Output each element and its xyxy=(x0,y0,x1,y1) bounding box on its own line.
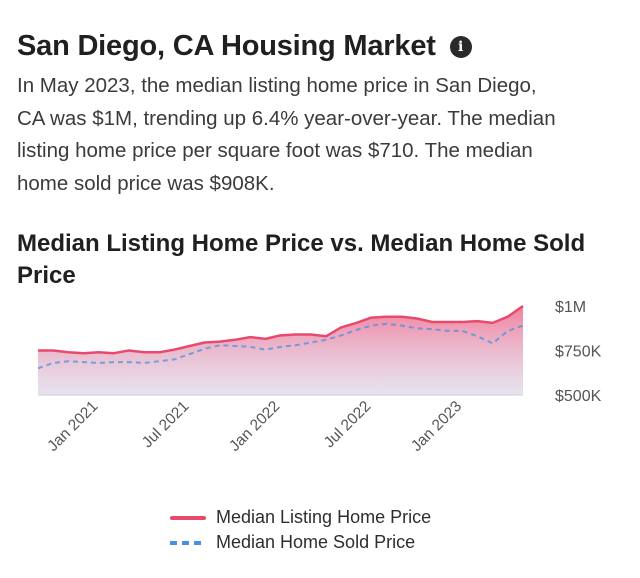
page-title: San Diego, CA Housing Market xyxy=(17,30,436,62)
x-tick-label: Jul 2021 xyxy=(139,398,192,451)
listing-area xyxy=(38,306,523,395)
legend-item-sold[interactable]: Median Home Sold Price xyxy=(170,530,431,555)
y-tick-label: $500K xyxy=(555,388,602,405)
description-line: CA was $1M, trending up 6.4% year-over-y… xyxy=(17,106,556,130)
market-description: In May 2023, the median listing home pri… xyxy=(17,70,622,200)
x-tick-label: Jan 2023 xyxy=(408,398,465,455)
x-tick-label: Jul 2022 xyxy=(321,398,374,451)
legend-item-listing[interactable]: Median Listing Home Price xyxy=(170,505,431,530)
listing-price-line xyxy=(38,304,524,355)
description-line: listing home price per square foot was $… xyxy=(17,139,533,162)
legend-swatch-solid xyxy=(170,515,206,520)
info-icon[interactable]: i xyxy=(449,35,472,58)
x-tick-label: Jan 2021 xyxy=(44,398,101,455)
chart-title-line: Median Listing Home Price vs. Median Hom… xyxy=(17,230,586,257)
description-line: In May 2023, the median listing home pri… xyxy=(17,74,537,97)
chart-title-line: Price xyxy=(17,262,76,289)
legend-label: Median Home Sold Price xyxy=(216,532,416,552)
legend-swatch-dashed xyxy=(170,540,206,545)
x-tick-label: Jan 2022 xyxy=(226,398,283,455)
description-line: home sold price was $908K. xyxy=(17,171,275,195)
y-tick-label: $1M xyxy=(555,299,586,316)
y-tick-label: $750K xyxy=(555,344,602,361)
chart-title: Median Listing Home Price vs. Median Hom… xyxy=(17,228,627,292)
legend-label: Median Listing Home Price xyxy=(216,507,432,527)
price-chart: $1M $750K $500K Jan 2021 Jul 2021 Jan 2022 Jul… xyxy=(37,299,602,455)
sold-price-line xyxy=(37,322,524,370)
title-row: San Diego, CA Housing Market i xyxy=(17,30,472,63)
chart-legend: Median Listing Home Price Median Home So… xyxy=(170,505,431,555)
